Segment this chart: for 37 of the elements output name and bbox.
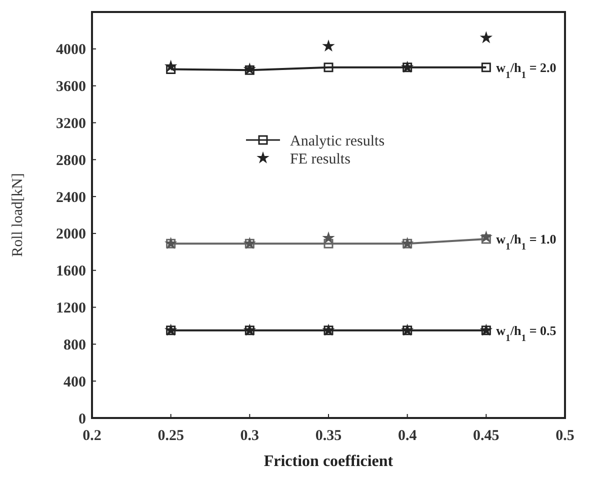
point [480, 31, 493, 44]
x-tick-label: 0.5 [556, 428, 574, 444]
y-tick-label: 1600 [56, 264, 86, 280]
point [322, 231, 335, 244]
x-tick-label: 0.2 [82, 428, 102, 444]
x-tick-label: 0.35 [315, 428, 342, 444]
x-tick-label: 0.3 [240, 428, 260, 444]
point [322, 39, 335, 52]
y-tick-label: 0 [78, 411, 86, 428]
x-axis-title: Friction coefficient [264, 453, 394, 470]
point [164, 60, 178, 72]
y-tick-label: 3200 [56, 116, 86, 132]
y-tick-label: 2000 [56, 226, 86, 243]
y-tick-label: 1200 [56, 300, 86, 317]
x-tick-label: 0.25 [158, 428, 184, 444]
y-tick-label: 4000 [56, 42, 86, 58]
y-tick-label: 2400 [56, 190, 86, 206]
point [481, 62, 491, 72]
x-tick-label: 0.4 [398, 428, 418, 444]
annotation: w$_{1}$/h$_{1}$ = 0.5 [496, 322, 557, 344]
legend-label: FE results [290, 151, 351, 168]
x-tick-label: 0.45 [473, 428, 500, 444]
legend-label: Analytic results [290, 133, 385, 150]
annotation: w$_{1}$/h$_{1}$ = 2.0 [496, 60, 556, 80]
point [324, 62, 334, 72]
y-axis-title: Roll load[kN] [10, 173, 26, 257]
point [324, 238, 334, 248]
annotation: w$_{1}$/h$_{1}$ = 1.0 [496, 232, 556, 252]
y-tick-label: 2800 [56, 152, 86, 169]
y-tick-label: 400 [64, 374, 86, 390]
y-tick-label: 800 [64, 337, 86, 354]
point [166, 64, 176, 74]
y-tick-label: 3600 [56, 79, 86, 96]
point [480, 230, 493, 243]
point [481, 234, 491, 244]
point [244, 65, 254, 75]
point [243, 62, 256, 75]
